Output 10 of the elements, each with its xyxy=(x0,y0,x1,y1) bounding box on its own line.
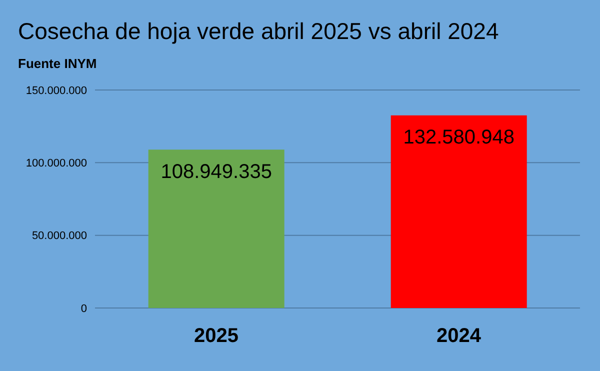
source-note: Fuente INYM xyxy=(18,56,97,71)
x-tick-label: 2025 xyxy=(194,325,238,348)
chart-title: Cosecha de hoja verde abril 2025 vs abril 2024 xyxy=(18,18,499,45)
y-tick-label: 100.000.000 xyxy=(26,158,87,170)
y-tick-label: 0 xyxy=(80,302,87,315)
y-tick-label: 50.000.000 xyxy=(32,230,87,242)
data-label: 132.580.948 xyxy=(403,126,514,149)
y-tick-label: 150.000.000 xyxy=(26,84,87,97)
data-label: 108.949.335 xyxy=(160,160,272,183)
x-tick-label: 2024 xyxy=(436,325,482,348)
